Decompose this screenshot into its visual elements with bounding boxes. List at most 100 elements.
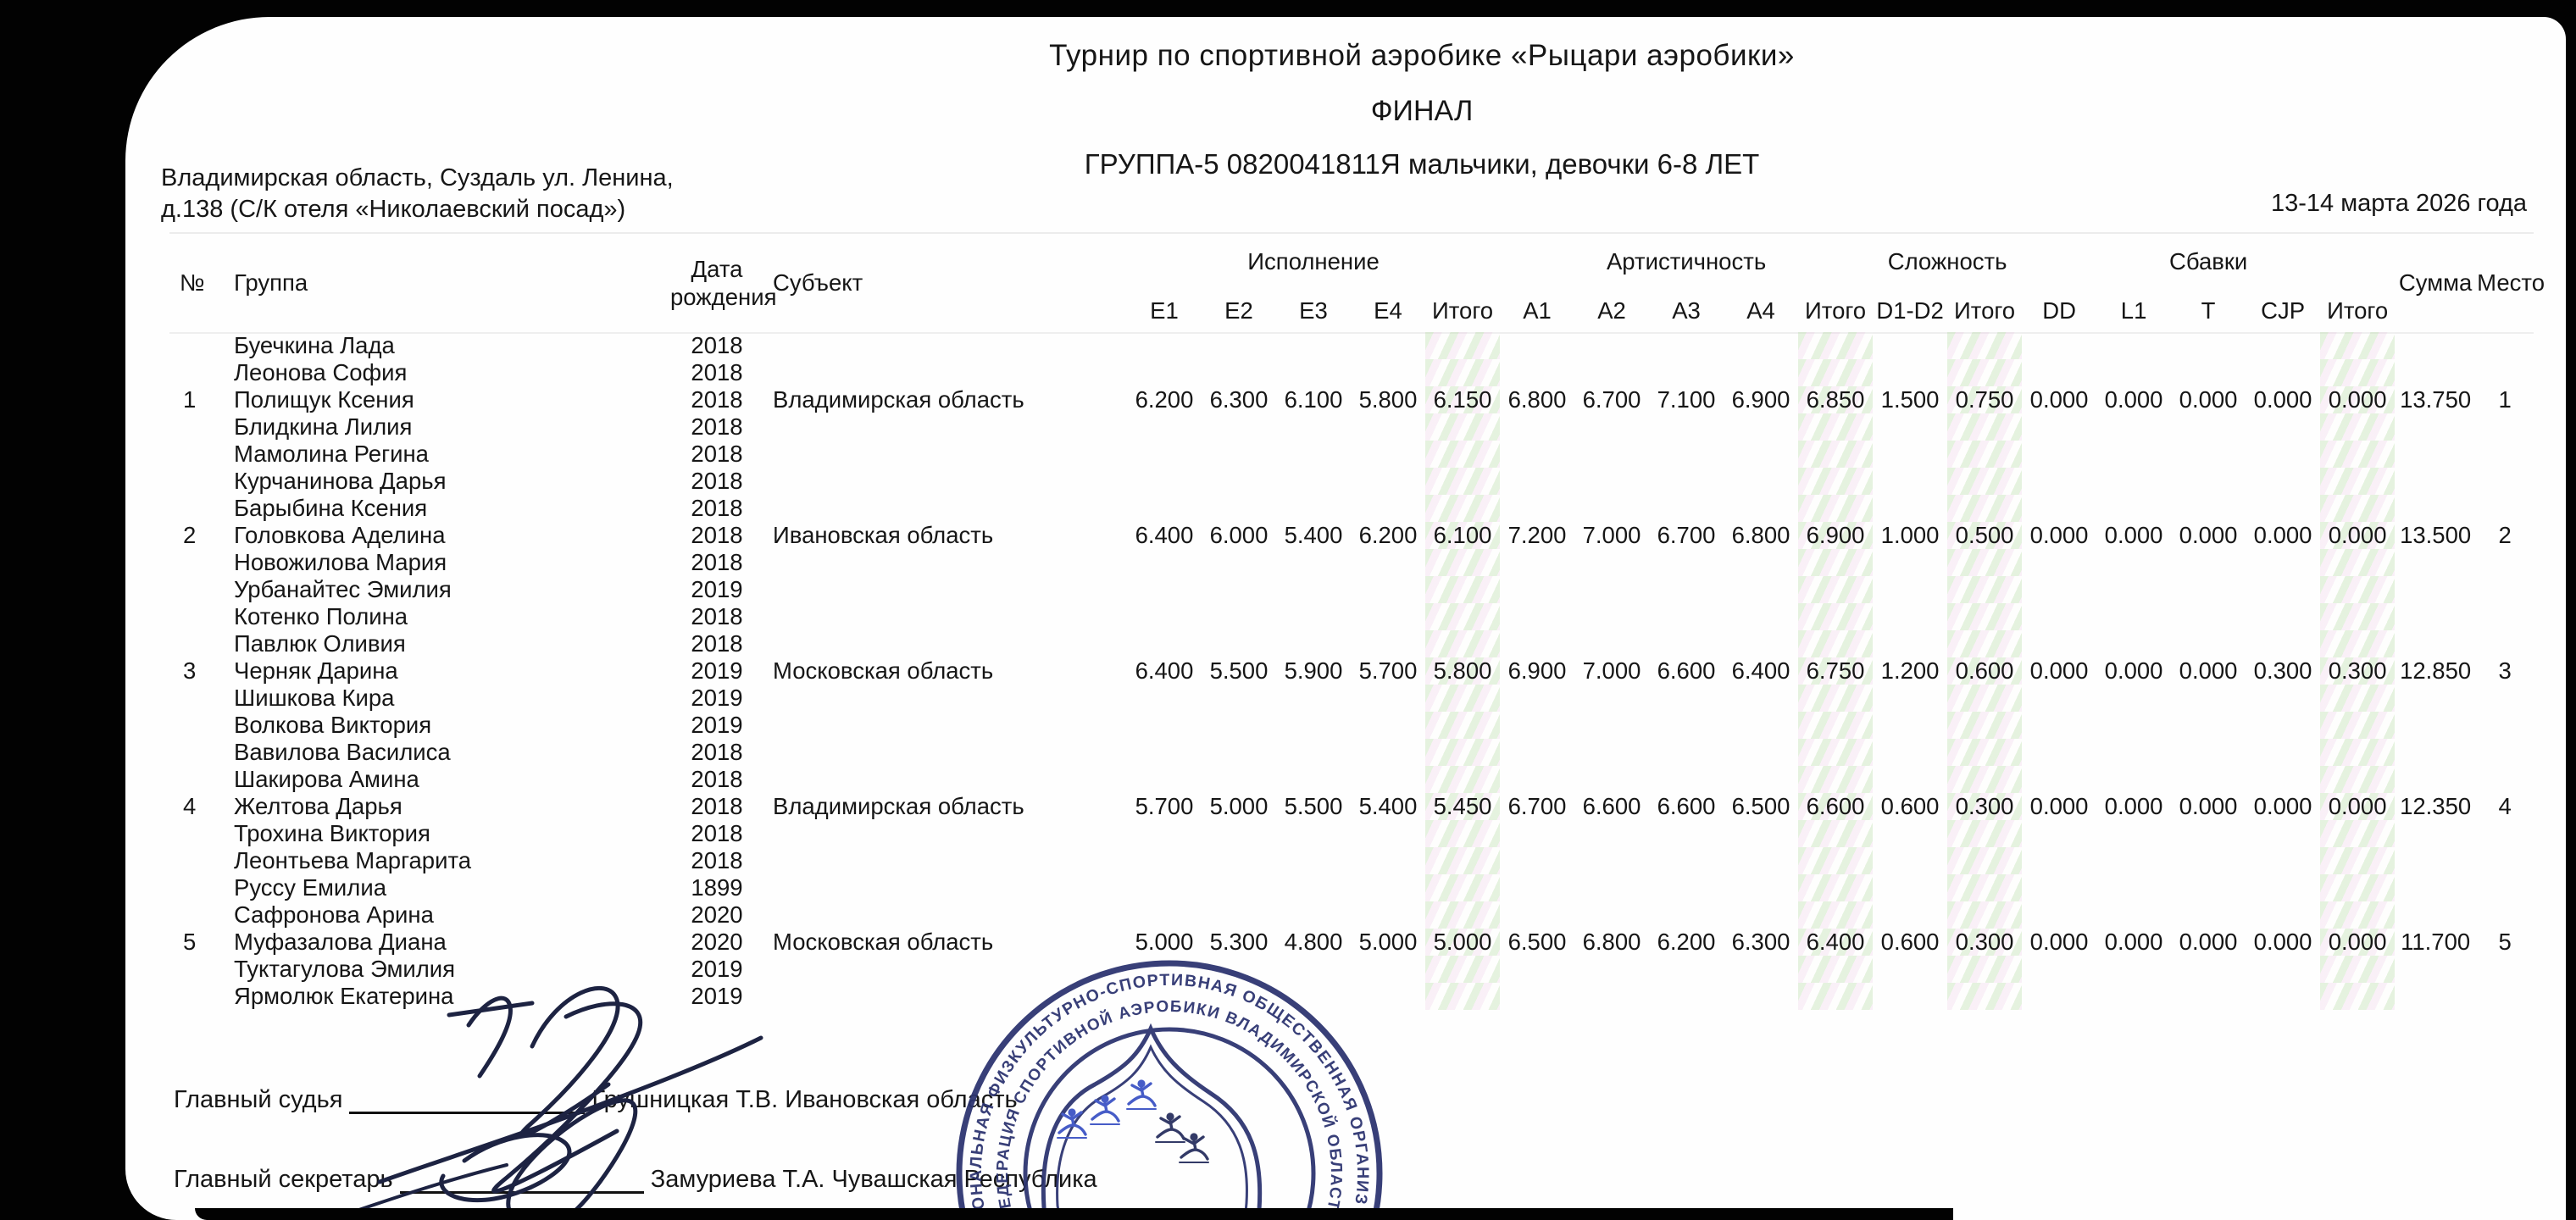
score-cell (1127, 495, 1202, 522)
sum-cell: 12.850 (2400, 657, 2472, 684)
score-cell (1649, 739, 1724, 766)
score-cell (1425, 712, 1501, 739)
table-row: Шакирова Амина 2018 (169, 766, 2534, 793)
score-cell (1724, 685, 1798, 712)
member-name-cell: Черняк Дарина (234, 657, 398, 684)
table-row: Леонтьева Маргарита 2018 (169, 847, 2534, 874)
score-cell (1202, 820, 1276, 847)
score-cell (2171, 820, 2246, 847)
score-cell (1425, 820, 1501, 847)
score-cell: 5.900 (1284, 657, 1343, 684)
birth-year-cell: 2018 (691, 332, 743, 358)
birth-year-cell: 2018 (691, 739, 743, 765)
score-cell (2320, 847, 2396, 874)
score-cell (2320, 468, 2396, 495)
score-cell (1425, 630, 1501, 657)
table-row: Котенко Полина 2018 (169, 603, 2534, 630)
sub-col-header: A1 (1523, 297, 1552, 324)
team-number-cell (169, 766, 222, 793)
score-cell (1873, 685, 1947, 712)
score-cell (2246, 576, 2320, 603)
score-cell (1425, 359, 1501, 386)
score-cell: 0.000 (2320, 386, 2396, 413)
chief-judge-name: Грушницкая Т.В. Ивановская область (591, 1086, 1018, 1113)
score-cell: 6.800 (1582, 929, 1641, 955)
score-cell (1351, 630, 1425, 657)
subject-cell (764, 332, 1127, 359)
col-header-group: Группа (234, 269, 308, 296)
score-cell (2022, 739, 2096, 766)
score-cell (1873, 766, 1947, 793)
score-cell (1724, 441, 1798, 468)
score-cell (1873, 549, 1947, 576)
score-cell (1947, 820, 2023, 847)
score-cell (1724, 712, 1798, 739)
score-cell (2096, 874, 2171, 901)
place-cell: 2 (2498, 522, 2512, 548)
score-cell: 5.000 (1425, 929, 1501, 956)
score-cell (1649, 630, 1724, 657)
score-cell (2320, 820, 2396, 847)
score-cell: 1.200 (1880, 657, 1940, 684)
birth-year-cell: 2019 (691, 712, 743, 738)
member-name-cell: Мамолина Регина (234, 441, 429, 467)
member-name-cell: Блидкина Лилия (234, 413, 413, 440)
score-cell (1873, 441, 1947, 468)
score-cell (1276, 441, 1351, 468)
score-cell (2096, 685, 2171, 712)
subject-cell: Московская область (773, 929, 994, 955)
score-cell (1649, 847, 1724, 874)
chief-judge-row: Главный судья Грушницкая Т.В. Ивановская… (174, 1086, 1018, 1114)
subject-cell (764, 712, 1127, 739)
member-name-cell: Котенко Полина (234, 603, 408, 629)
score-cell (1873, 359, 1947, 386)
score-cell: 6.900 (1507, 657, 1567, 684)
subject-cell (764, 766, 1127, 793)
score-cell (1947, 766, 2023, 793)
score-cell: 6.600 (1657, 793, 1716, 819)
col-group-execution: Исполнение (1247, 248, 1380, 274)
score-cell (1351, 495, 1425, 522)
score-cell: 6.900 (1798, 522, 1874, 549)
birth-year-cell: 2019 (691, 576, 743, 602)
place-cell (2476, 359, 2534, 386)
score-cell (1127, 576, 1202, 603)
sum-cell (2395, 983, 2476, 1010)
score-cell (2246, 983, 2320, 1010)
score-cell (1351, 413, 1425, 441)
score-cell (2096, 413, 2171, 441)
score-cell (2096, 766, 2171, 793)
table-body: Буечкина Лада 2018 Леонова София 2018 1 Полищ… (169, 332, 2534, 1010)
score-cell (1202, 359, 1276, 386)
score-cell (2320, 766, 2396, 793)
score-cell (1276, 901, 1351, 929)
score-cell (1574, 820, 1649, 847)
subject-cell (764, 847, 1127, 874)
score-cell (1947, 468, 2023, 495)
score-cell (1724, 549, 1798, 576)
score-cell (1947, 983, 2023, 1010)
score-cell: 6.500 (1507, 929, 1567, 955)
birth-year-cell: 2018 (691, 413, 743, 440)
score-cell: 6.100 (1284, 386, 1343, 413)
score-cell (2320, 685, 2396, 712)
score-cell (2096, 332, 2171, 359)
score-cell (1873, 983, 1947, 1010)
score-cell (1425, 495, 1501, 522)
sub-col-header: D1-D2 (1876, 297, 1944, 324)
score-cell (2246, 685, 2320, 712)
score-cell (1351, 468, 1425, 495)
score-cell (1202, 712, 1276, 739)
gymnast-figure (1089, 1093, 1121, 1126)
birth-year-cell: 1899 (691, 874, 743, 901)
chief-judge-label: Главный судья (174, 1086, 343, 1113)
score-cell (1724, 603, 1798, 630)
sum-cell (2395, 901, 2476, 929)
score-cell: 0.000 (2104, 929, 2163, 955)
place-cell (2476, 441, 2534, 468)
sub-col-header: E4 (1374, 297, 1402, 324)
sum-cell (2395, 441, 2476, 468)
score-cell (1798, 603, 1874, 630)
subject-cell (764, 576, 1127, 603)
score-cell (1724, 766, 1798, 793)
